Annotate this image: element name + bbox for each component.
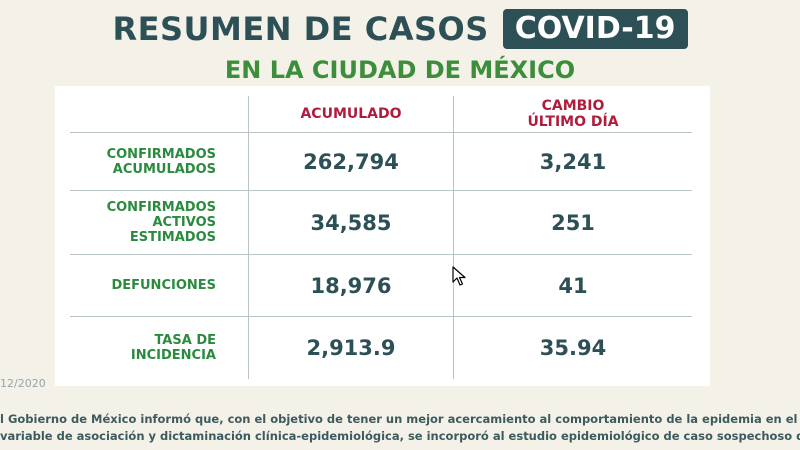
table-divider	[70, 132, 692, 133]
value-change: 35.94	[539, 336, 607, 360]
value-accumulated: 2,913.9	[306, 336, 396, 360]
covid-badge: COVID-19	[502, 9, 688, 49]
column-header-label: CAMBIO	[541, 98, 605, 114]
table-divider	[70, 254, 692, 255]
footer-note: l Gobierno de México informó que, con el…	[0, 411, 800, 445]
row-label-tasa-incidencia: TASA DE INCIDENCIA	[70, 317, 222, 379]
row-label-line: TASA DE	[154, 333, 216, 348]
summary-card	[55, 86, 710, 386]
value-accumulated: 34,585	[310, 210, 392, 235]
row-label-defunciones: DEFUNCIONES	[70, 255, 222, 316]
table-divider	[70, 316, 692, 317]
row-label-confirmados-acumulados: CONFIRMADOS ACUMULADOS	[70, 133, 222, 190]
row-label-line: INCIDENCIA	[130, 348, 216, 363]
table-divider	[70, 190, 692, 191]
page-title: RESUMEN DE CASOS	[112, 10, 489, 48]
value-accumulated: 262,794	[303, 149, 399, 174]
value-accumulated: 18,976	[310, 273, 392, 298]
table-divider	[453, 96, 454, 379]
column-header-accumulated: ACUMULADO	[249, 96, 453, 132]
table-divider	[248, 96, 249, 379]
page-subtitle: EN LA CIUDAD DE MÉXICO	[224, 56, 576, 84]
column-header-label: ÚLTIMO DÍA	[527, 114, 619, 130]
value-change: 251	[551, 210, 595, 235]
footer-line: l Gobierno de México informó que, con el…	[0, 412, 800, 426]
mouse-pointer-icon	[452, 266, 466, 290]
footer-line: variable de asociación y dictaminación c…	[0, 429, 800, 443]
summary-table: ACUMULADO CAMBIO ÚLTIMO DÍA CONFIRMADOS …	[70, 96, 692, 379]
date-fragment: 12/2020	[0, 377, 46, 390]
value-change: 41	[558, 273, 588, 298]
column-header-change: CAMBIO ÚLTIMO DÍA	[454, 96, 692, 132]
row-label-line: ESTIMADOS	[129, 230, 216, 245]
row-label-line: CONFIRMADOS	[106, 200, 216, 215]
column-header-label: ACUMULADO	[300, 106, 402, 122]
row-label-line: ACUMULADOS	[112, 161, 216, 177]
row-label-line: ACTIVOS	[152, 215, 216, 230]
row-label-confirmados-activos: CONFIRMADOS ACTIVOS ESTIMADOS	[70, 191, 222, 254]
row-label-line: DEFUNCIONES	[111, 278, 216, 293]
value-change: 3,241	[539, 149, 607, 174]
title-bar: RESUMEN DE CASOS COVID-19	[0, 6, 800, 52]
row-label-line: CONFIRMADOS	[106, 146, 216, 162]
